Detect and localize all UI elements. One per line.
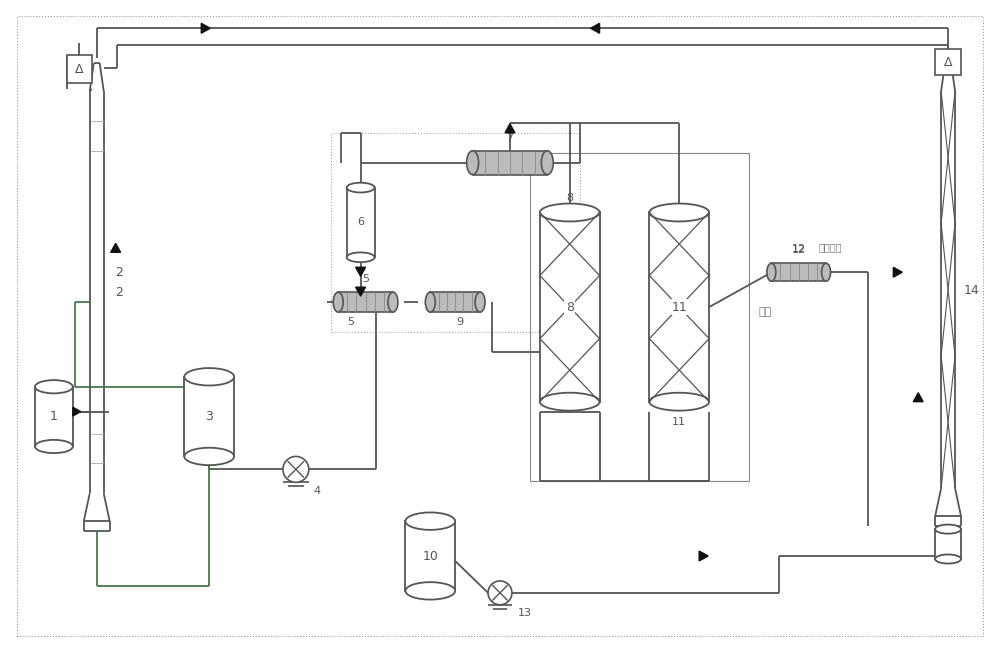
Text: 5: 5 <box>362 274 369 284</box>
Polygon shape <box>699 551 708 561</box>
Text: 3: 3 <box>205 410 213 423</box>
Bar <box>338 292 393 312</box>
Ellipse shape <box>767 263 776 281</box>
Text: 2: 2 <box>115 266 123 279</box>
Ellipse shape <box>35 440 73 453</box>
Ellipse shape <box>540 393 600 411</box>
Text: 11: 11 <box>672 417 686 426</box>
Bar <box>405 521 455 591</box>
Text: $\Delta$: $\Delta$ <box>74 63 85 76</box>
Bar <box>430 292 480 312</box>
Text: 6: 6 <box>357 218 364 228</box>
Ellipse shape <box>388 292 398 312</box>
Text: 回收: 回收 <box>759 307 772 317</box>
Text: 4: 4 <box>314 486 321 496</box>
Polygon shape <box>111 243 121 252</box>
Bar <box>35 387 73 447</box>
Ellipse shape <box>649 203 709 222</box>
Circle shape <box>488 581 512 605</box>
Text: 5: 5 <box>347 317 354 327</box>
Text: 真空系统: 真空系统 <box>819 243 842 252</box>
Polygon shape <box>73 408 81 416</box>
Text: 11: 11 <box>671 301 687 314</box>
Ellipse shape <box>425 292 435 312</box>
Ellipse shape <box>541 151 553 175</box>
Bar <box>473 151 547 175</box>
Bar <box>771 263 826 281</box>
Text: 1: 1 <box>50 410 58 423</box>
Bar <box>935 49 961 75</box>
Ellipse shape <box>405 512 455 530</box>
Ellipse shape <box>405 582 455 600</box>
Ellipse shape <box>35 380 73 393</box>
Ellipse shape <box>347 252 375 262</box>
Ellipse shape <box>540 203 600 222</box>
Ellipse shape <box>649 393 709 411</box>
Bar <box>530 153 749 481</box>
Ellipse shape <box>822 263 831 281</box>
Bar <box>347 188 375 258</box>
Text: 9: 9 <box>457 317 464 327</box>
Polygon shape <box>356 267 366 276</box>
Text: 12: 12 <box>792 244 806 254</box>
Text: $\Delta$: $\Delta$ <box>943 55 953 68</box>
Text: 10: 10 <box>422 550 438 563</box>
Text: 7: 7 <box>506 133 514 143</box>
Circle shape <box>283 456 309 482</box>
Text: 12: 12 <box>792 245 806 256</box>
Polygon shape <box>505 124 515 133</box>
Text: 2: 2 <box>115 286 123 299</box>
Bar <box>935 529 961 559</box>
Bar <box>331 133 580 332</box>
Polygon shape <box>591 23 600 33</box>
Polygon shape <box>913 393 923 402</box>
Bar <box>540 213 600 402</box>
Ellipse shape <box>467 151 479 175</box>
Polygon shape <box>356 287 366 296</box>
Text: 13: 13 <box>518 608 532 618</box>
Ellipse shape <box>935 554 961 563</box>
Bar <box>184 377 234 456</box>
Bar <box>67 55 92 83</box>
Ellipse shape <box>333 292 343 312</box>
Ellipse shape <box>184 448 234 465</box>
Ellipse shape <box>935 525 961 533</box>
Bar <box>649 213 709 402</box>
Text: 8: 8 <box>566 301 574 314</box>
Ellipse shape <box>184 368 234 385</box>
Polygon shape <box>201 23 210 33</box>
Text: 8: 8 <box>566 192 573 203</box>
Ellipse shape <box>475 292 485 312</box>
Ellipse shape <box>347 183 375 192</box>
Text: 14: 14 <box>964 284 980 297</box>
Polygon shape <box>893 267 902 277</box>
